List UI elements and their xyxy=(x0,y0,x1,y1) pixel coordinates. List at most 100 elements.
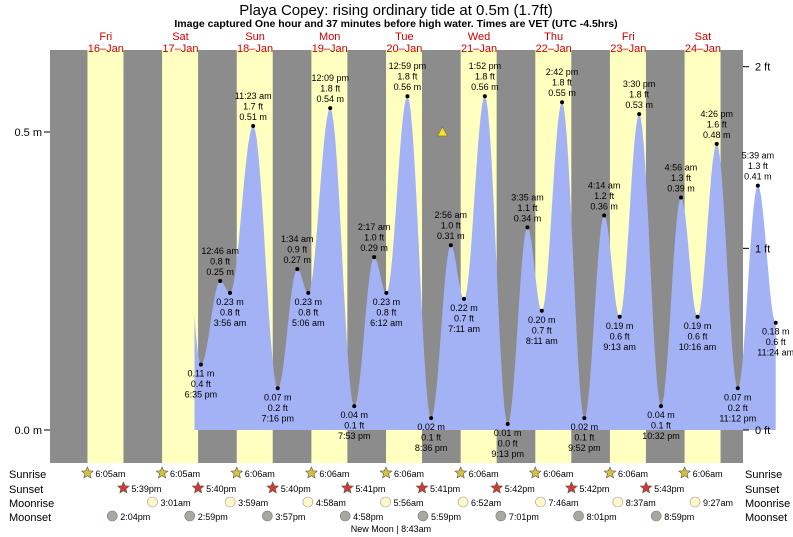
low-tide-label: 0.1 ft xyxy=(651,421,672,431)
sunset-star xyxy=(639,481,653,494)
low-tide-dot xyxy=(352,404,357,409)
high-tide-label: 1.8 ft xyxy=(320,84,341,94)
sunset-star xyxy=(415,481,429,494)
high-tide-dot xyxy=(637,112,642,117)
low-tide-label: 0.07 m xyxy=(264,392,292,402)
moonrise-circle xyxy=(612,496,624,508)
high-tide-label: 1.8 ft xyxy=(552,78,573,88)
day-name: Thu xyxy=(544,31,563,43)
low-tide-dot xyxy=(659,404,664,409)
high-tide-label: 3:35 am xyxy=(511,192,544,202)
high-tide-label: 0.56 m xyxy=(394,82,422,92)
sunset-time: 5:40pm xyxy=(281,484,311,494)
low-tide-label: 0.20 m xyxy=(528,315,556,325)
low-tide-dot xyxy=(275,386,280,391)
low-tide-dot xyxy=(617,314,622,319)
low-tide-label: 0.23 m xyxy=(373,297,401,307)
moonset-circle xyxy=(184,510,196,522)
moonrise-circle xyxy=(535,496,546,508)
sunrise-time: 6:06am xyxy=(618,469,648,479)
low-tide-label: 10:16 am xyxy=(679,342,717,352)
moonrise-time: 3:01am xyxy=(161,498,191,508)
sun-moon-rows: Sunrise Sunset Moonrise Moonset Sunrise … xyxy=(9,469,790,524)
day-labels: Fri16–JanSat17–JanSun18–JanMon19–JanTue2… xyxy=(88,31,721,55)
moonrise-label-right: Moonrise xyxy=(745,498,790,510)
sunrise-time: 6:06am xyxy=(693,469,723,479)
high-tide-label: 1.0 ft xyxy=(364,233,385,243)
chart-subtitle: Image captured One hour and 37 minutes b… xyxy=(174,18,617,30)
low-tide-label: 7:16 pm xyxy=(261,413,294,423)
high-tide-label: 0.56 m xyxy=(471,82,499,92)
moonset-time: 8:59pm xyxy=(664,512,694,522)
high-tide-dot xyxy=(714,141,719,146)
low-tide-dot xyxy=(505,422,510,427)
sunrise-label-left: Sunrise xyxy=(9,469,46,481)
high-tide-label: 1.8 ft xyxy=(629,90,650,100)
high-tide-label: 0.9 ft xyxy=(287,245,308,255)
sunset-time: 5:40pm xyxy=(206,484,236,494)
day-date: 22–Jan xyxy=(536,43,572,55)
day-date: 16–Jan xyxy=(88,43,124,55)
moonrise-time: 7:46am xyxy=(548,498,578,508)
low-tide-label: 7:11 am xyxy=(448,324,480,334)
low-tide-dot xyxy=(429,416,434,421)
moonset-time: 4:58pm xyxy=(353,512,383,522)
moon-phase-label: New Moon | 8:43am xyxy=(351,524,431,534)
high-tide-label: 5:39 am xyxy=(742,151,775,161)
low-tide-label: 0.01 m xyxy=(494,428,522,438)
right-tick-label: 2 ft xyxy=(755,62,770,74)
low-tide-label: 0.23 m xyxy=(295,297,323,307)
sunset-star xyxy=(490,481,504,494)
sunrise-star xyxy=(304,466,318,479)
high-tide-dot xyxy=(448,243,453,248)
low-tide-label: 0.11 m xyxy=(187,368,214,378)
moonset-time: 5:59pm xyxy=(431,512,461,522)
high-tide-label: 0.41 m xyxy=(744,172,772,182)
low-tide-label: 0.1 ft xyxy=(421,433,442,443)
high-tide-label: 0.51 m xyxy=(239,112,267,122)
moonrise-time: 6:52am xyxy=(471,498,501,508)
sunrise-star xyxy=(80,466,94,479)
day-date: 18–Jan xyxy=(237,43,273,55)
low-tide-label: 10:32 pm xyxy=(642,431,680,441)
high-tide-dot xyxy=(295,267,300,272)
low-tide-label: 0.18 m xyxy=(762,327,790,337)
sunrise-time: 6:06am xyxy=(543,469,573,479)
high-tide-label: 0.25 m xyxy=(206,267,234,277)
high-tide-label: 0.27 m xyxy=(284,255,312,265)
high-tide-label: 12:46 am xyxy=(201,246,239,256)
low-tide-label: 0.0 ft xyxy=(498,439,519,449)
day-name: Sat xyxy=(695,31,712,43)
low-tide-label: 5:06 am xyxy=(292,318,325,328)
left-tick-label: 0.0 m xyxy=(14,425,42,437)
sunrise-star xyxy=(678,466,692,479)
high-tide-label: 0.54 m xyxy=(316,94,344,104)
high-tide-dot xyxy=(218,279,223,283)
sun-moon-events: 6:05am 6:05am 6:06am 6:06am 6:06am 6:06am 6:06… xyxy=(80,466,733,522)
high-tide-dot xyxy=(678,195,683,200)
sunrise-time: 6:06am xyxy=(469,469,499,479)
high-tide-label: 0.53 m xyxy=(625,100,653,110)
sunset-time: 5:41pm xyxy=(430,484,460,494)
high-tide-dot xyxy=(251,124,256,129)
low-tide-label: 0.19 m xyxy=(684,321,712,331)
high-tide-label: 1:52 pm xyxy=(469,61,502,71)
low-tide-label: 0.22 m xyxy=(450,303,478,313)
low-tide-label: 11:24 am xyxy=(757,348,793,358)
sunrise-star xyxy=(155,466,169,479)
moonset-circle xyxy=(417,510,429,522)
day-name: Sat xyxy=(172,31,189,43)
low-tide-dot xyxy=(582,416,587,421)
sunrise-time: 6:05am xyxy=(95,469,125,479)
high-tide-label: 12:09 pm xyxy=(311,73,349,83)
left-axis: 0.0 m 0.5 m xyxy=(14,127,50,437)
low-tide-label: 0.02 m xyxy=(417,422,445,432)
moonset-circle xyxy=(573,510,584,522)
low-tide-label: 0.02 m xyxy=(571,422,599,432)
low-tide-label: 0.7 ft xyxy=(532,325,553,335)
low-tide-label: 0.04 m xyxy=(647,410,675,420)
low-tide-dot xyxy=(462,296,467,301)
high-tide-label: 0.55 m xyxy=(548,88,576,98)
